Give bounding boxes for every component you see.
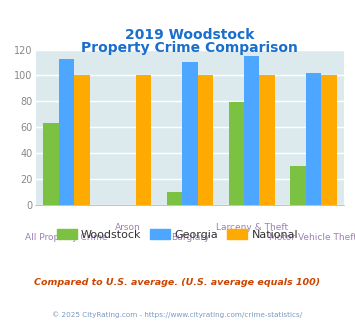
Bar — [182, 62, 198, 205]
Bar — [43, 123, 59, 205]
Bar — [136, 75, 151, 205]
Text: 2019 Woodstock: 2019 Woodstock — [125, 28, 255, 42]
Text: All Property Crime: All Property Crime — [25, 233, 108, 242]
Bar — [290, 166, 306, 205]
Text: © 2025 CityRating.com - https://www.cityrating.com/crime-statistics/: © 2025 CityRating.com - https://www.city… — [53, 311, 302, 318]
Text: Property Crime Comparison: Property Crime Comparison — [82, 41, 298, 55]
Bar — [260, 75, 275, 205]
Text: Burglary: Burglary — [171, 233, 209, 242]
Text: Larceny & Theft: Larceny & Theft — [215, 223, 288, 232]
Bar — [198, 75, 213, 205]
Bar — [321, 75, 337, 205]
Text: Motor Vehicle Theft: Motor Vehicle Theft — [269, 233, 355, 242]
Bar — [59, 58, 74, 205]
Legend: Woodstock, Georgia, National: Woodstock, Georgia, National — [52, 225, 303, 245]
Text: Compared to U.S. average. (U.S. average equals 100): Compared to U.S. average. (U.S. average … — [34, 279, 321, 287]
Text: Arson: Arson — [115, 223, 141, 232]
Bar — [306, 73, 321, 205]
Bar — [244, 56, 260, 205]
Bar — [74, 75, 89, 205]
Bar — [167, 192, 182, 205]
Bar — [229, 103, 244, 205]
